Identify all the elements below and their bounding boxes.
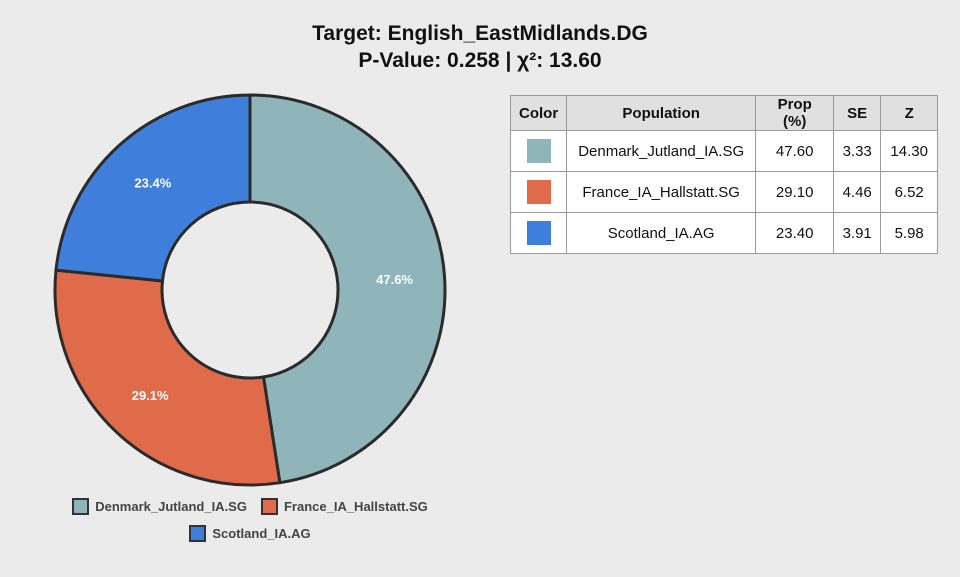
legend-label: Scotland_IA.AG: [212, 526, 311, 541]
slice-value-label: 47.6%: [376, 272, 413, 287]
legend-swatch: [189, 525, 207, 542]
chart-title-line1: Target: English_EastMidlands.DG: [312, 22, 648, 45]
se-cell: 3.33: [833, 130, 882, 172]
legend-item[interactable]: Denmark_Jutland_IA.SG: [72, 498, 247, 515]
donut-slice-0[interactable]: [248, 93, 447, 485]
legend-label: France_IA_Hallstatt.SG: [283, 499, 428, 514]
z-cell: 14.30: [880, 130, 939, 172]
color-cell: [509, 130, 568, 172]
prop-cell: 23.40: [755, 212, 835, 254]
color-cell: [509, 212, 568, 254]
color-cell: [509, 171, 568, 213]
color-swatch: [526, 180, 551, 204]
legend-swatch: [72, 498, 90, 515]
color-swatch: [526, 221, 551, 245]
slice-value-label: 29.1%: [132, 388, 169, 403]
prop-cell: 29.10: [755, 171, 835, 213]
slice-value-label: 23.4%: [134, 175, 171, 190]
z-cell: 5.98: [880, 212, 939, 254]
donut-slice-2[interactable]: [54, 93, 252, 283]
header-prop: Prop (%): [755, 95, 835, 131]
donut-slice-1[interactable]: [53, 268, 282, 487]
table-header-row: Color Population Prop (%) SE Z: [509, 95, 939, 131]
chart-subtitle-line2: P-Value: 0.258 | χ²: 13.60: [358, 49, 602, 72]
legend-label: Denmark_Jutland_IA.SG: [95, 499, 247, 514]
legend-row: Denmark_Jutland_IA.SG France_IA_Hallstat…: [40, 498, 460, 515]
chart-title: Target: English_EastMidlands.DG P-Value:…: [0, 20, 960, 74]
population-cell: France_IA_Hallstatt.SG: [566, 171, 757, 213]
donut-chart: 47.6% 29.1% 23.4%: [53, 93, 447, 487]
z-cell: 6.52: [880, 171, 939, 213]
population-cell: Scotland_IA.AG: [566, 212, 757, 254]
table-row: France_IA_Hallstatt.SG 29.10 4.46 6.52: [509, 171, 939, 213]
population-cell: Denmark_Jutland_IA.SG: [566, 130, 757, 172]
header-z: Z: [880, 95, 939, 131]
prop-cell: 47.60: [755, 130, 835, 172]
se-cell: 3.91: [833, 212, 882, 254]
legend-row: Scotland_IA.AG: [40, 525, 460, 542]
legend-item[interactable]: France_IA_Hallstatt.SG: [260, 498, 428, 515]
legend-item[interactable]: Scotland_IA.AG: [189, 525, 311, 542]
se-cell: 4.46: [833, 171, 882, 213]
table-row: Denmark_Jutland_IA.SG 47.60 3.33 14.30: [509, 130, 939, 172]
header-se: SE: [833, 95, 882, 131]
legend-swatch: [260, 498, 278, 515]
color-swatch: [526, 139, 551, 163]
table-row: Scotland_IA.AG 23.40 3.91 5.98: [509, 212, 939, 254]
header-color: Color: [509, 95, 568, 131]
header-population: Population: [566, 95, 757, 131]
results-table: Color Population Prop (%) SE Z Denmark_J…: [509, 95, 939, 254]
chart-legend: Denmark_Jutland_IA.SG France_IA_Hallstat…: [40, 498, 460, 552]
